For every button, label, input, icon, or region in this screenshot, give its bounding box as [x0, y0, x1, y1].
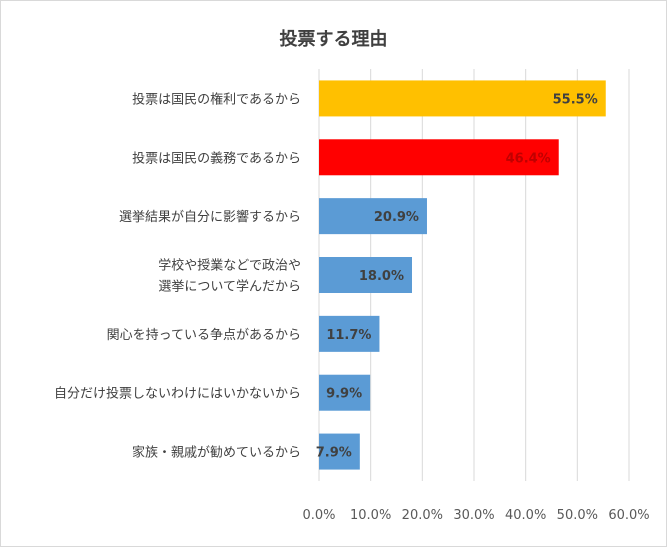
data-label: 7.9% [316, 446, 352, 461]
bar [319, 80, 606, 117]
bar [319, 315, 380, 352]
category-label: 家族・親戚が勧めているから [132, 445, 301, 461]
x-tick-label: 60.0% [608, 508, 649, 523]
category-label: 自分だけ投票しないわけにはいかないから [54, 386, 301, 402]
chart-title: 投票する理由 [279, 29, 388, 50]
bar [319, 433, 360, 470]
bars [319, 80, 606, 470]
category-label: 関心を持っている争点があるから [107, 328, 301, 343]
data-label: 55.5% [553, 92, 598, 107]
bar [319, 374, 371, 411]
bar [319, 139, 559, 176]
category-labels: 投票は国民の権利であるから投票は国民の義務であるから選挙結果が自分に影響するから… [54, 91, 301, 460]
x-axis-ticks: 0.0% 10.0% 20.0% 30.0% 40.0% 50.0% 60.0% [302, 508, 649, 523]
category-label: 学校や授業などで政治や選挙について学んだから [158, 258, 301, 295]
bar [319, 198, 427, 235]
category-label: 選挙結果が自分に影響するから [119, 209, 301, 225]
category-label: 投票は国民の権利であるから [132, 91, 301, 107]
x-tick-label: 20.0% [402, 508, 443, 523]
data-label: 18.0% [359, 269, 404, 284]
x-tick-label: 0.0% [302, 508, 335, 523]
data-labels: 55.5% 46.4% 20.9% 18.0% 11.7% 9.9% 7.9% [316, 92, 598, 460]
x-tick-label: 40.0% [505, 508, 546, 523]
category-label: 投票は国民の義務であるから [132, 150, 301, 166]
data-label: 11.7% [326, 328, 371, 343]
x-tick-label: 30.0% [453, 508, 494, 523]
data-label: 9.9% [326, 387, 362, 402]
bar [319, 257, 412, 293]
x-tick-label: 50.0% [557, 508, 598, 523]
x-tick-label: 10.0% [350, 508, 391, 523]
data-label: 46.4% [506, 151, 551, 166]
data-label: 20.9% [374, 210, 419, 225]
